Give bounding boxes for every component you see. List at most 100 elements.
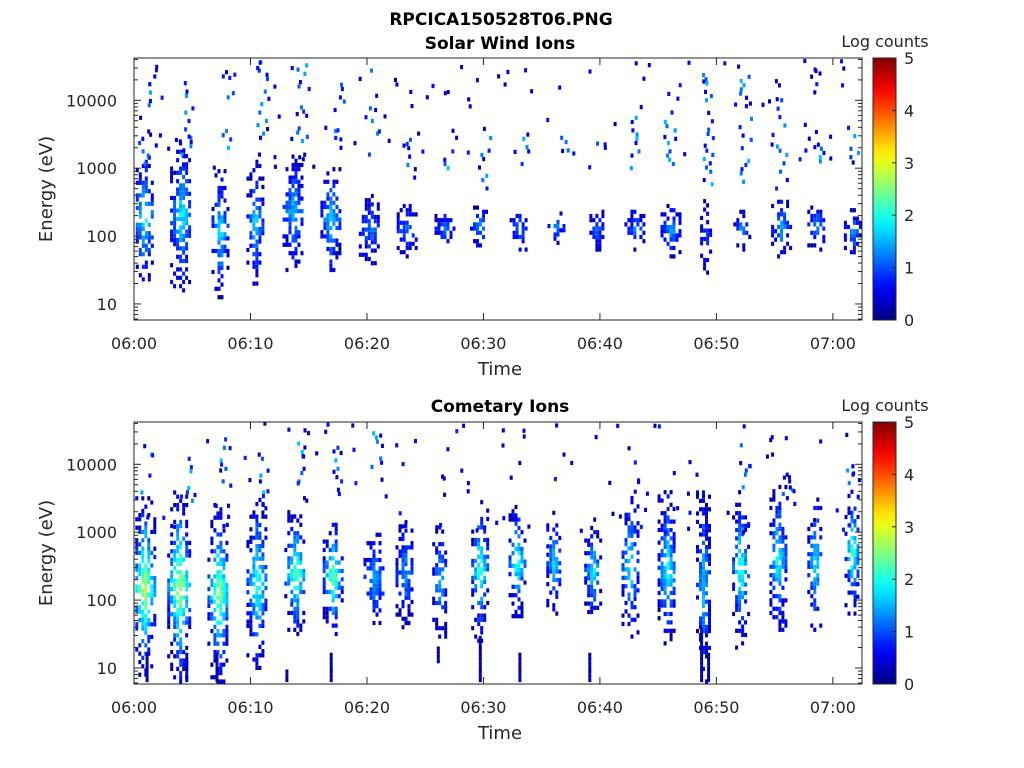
spectrogram-bin	[477, 617, 481, 622]
spectrogram-bin	[217, 223, 221, 228]
spectrogram-bin	[772, 489, 776, 494]
spectrogram-bin	[259, 473, 263, 478]
spectrogram-bin	[300, 175, 304, 180]
spectrogram-bin	[404, 587, 408, 592]
spectrogram-bin	[624, 516, 628, 522]
spectrogram-bin	[189, 465, 193, 470]
spectrogram-bin	[590, 572, 594, 577]
x-tick-labels: 06:00 06:10 06:20 06:30 06:40 06:50 07:00	[111, 698, 856, 717]
spectrogram-bin	[182, 288, 186, 293]
spectrogram-bin	[518, 218, 522, 223]
spectrogram-bin	[598, 218, 602, 223]
spectrogram-bin	[511, 584, 515, 589]
spectrogram-bin	[395, 562, 399, 567]
spectrogram-bin	[769, 598, 773, 603]
spectrogram-bin	[399, 237, 403, 242]
spectrogram-bin	[224, 437, 228, 442]
spectrogram-bin	[182, 536, 186, 541]
spectrogram-bin	[141, 555, 145, 560]
spectrogram-bin	[778, 484, 782, 490]
spectrogram-bin	[226, 265, 230, 270]
spectrogram-bin	[775, 560, 779, 565]
spectrogram-bin	[486, 600, 490, 606]
spectrogram-bin	[179, 608, 183, 613]
spectrogram-bin	[225, 641, 229, 646]
spectrogram-bin	[772, 493, 776, 498]
spectrogram-bin	[410, 570, 414, 575]
spectrogram-bin	[213, 637, 217, 642]
spectrogram-bin	[258, 239, 262, 244]
spectrogram-bin	[138, 176, 142, 181]
spectrogram-bin	[378, 574, 382, 579]
spectrogram-bin	[483, 567, 487, 572]
spectrogram-bin	[595, 234, 599, 240]
spectrogram-bin	[549, 565, 553, 570]
spectrogram-bin	[290, 560, 294, 565]
spectrogram-bin	[549, 561, 553, 566]
spectrogram-bin	[705, 574, 708, 579]
spectrogram-bin	[294, 251, 298, 256]
spectrogram-bin	[214, 503, 218, 508]
spectrogram-bin	[702, 570, 705, 575]
spectrogram-bin	[816, 142, 820, 147]
spectrogram-bin	[745, 230, 749, 235]
spectrogram-bin	[249, 611, 253, 616]
spectrogram-bin	[144, 264, 148, 269]
spectrogram-bin	[372, 549, 376, 554]
spectrogram-bin	[706, 228, 710, 233]
spectrogram-bin	[738, 603, 742, 608]
spectrogram-bin	[153, 580, 157, 585]
spectrogram-bin	[601, 209, 605, 214]
spectrogram-bin	[706, 220, 710, 225]
spectrogram-bin	[176, 179, 180, 184]
spectrogram-bin	[210, 578, 214, 583]
spectrogram-bin	[621, 588, 625, 593]
spectrogram-bin	[395, 612, 399, 617]
spectrogram-bin	[331, 547, 335, 553]
spectrogram-bin	[285, 673, 289, 678]
spectrogram-bin	[141, 550, 145, 555]
spectrogram-bin	[440, 218, 444, 223]
spectrogram-bin	[853, 552, 857, 557]
spectrogram-bin	[300, 196, 304, 201]
spectrogram-bin	[144, 597, 148, 602]
spectrogram-bin	[778, 564, 782, 569]
spectrogram-bin	[553, 224, 557, 229]
spectrogram-bin	[396, 224, 400, 230]
spectrogram-bin	[738, 532, 742, 537]
spectrogram-bin	[512, 230, 516, 235]
spectrogram-bin	[781, 615, 785, 620]
spectrogram-bin	[778, 522, 782, 527]
spectrogram-bin	[587, 609, 591, 615]
spectrogram-bin	[375, 583, 379, 588]
spectrogram-bin	[404, 570, 408, 575]
spectrogram-bin	[264, 527, 268, 532]
spectrogram-bin	[401, 583, 405, 588]
spectrogram-bin	[258, 197, 262, 202]
spectrogram-bin	[672, 208, 676, 213]
spectrogram-bin	[300, 209, 304, 214]
spectrogram-bin	[850, 582, 854, 587]
spectrogram-bin	[843, 233, 847, 238]
spectrogram-bin	[176, 149, 180, 154]
spectrogram-bin	[299, 627, 303, 632]
spectrogram-bin	[700, 253, 704, 258]
spectrogram-bin	[668, 149, 672, 154]
spectrogram-bin	[399, 208, 403, 213]
spectrogram-bin	[663, 134, 667, 140]
spectrogram-bin	[518, 213, 522, 219]
spectrogram-bin	[139, 115, 143, 120]
spectrogram-bin	[819, 552, 823, 557]
spectrogram-bin	[173, 637, 177, 642]
spectrogram-bin	[185, 89, 189, 94]
spectrogram-bin	[842, 527, 845, 532]
spectrogram-bin	[167, 599, 171, 604]
spectrogram-bin	[738, 590, 742, 596]
spectrogram-bin	[331, 598, 335, 603]
spectrogram-bin	[468, 104, 472, 109]
spectrogram-bin	[369, 541, 373, 546]
spectrogram-bin	[261, 640, 265, 645]
spectrogram-bin	[702, 650, 705, 655]
spectrogram-bin	[219, 578, 223, 583]
spectrogram-bin	[293, 564, 297, 569]
